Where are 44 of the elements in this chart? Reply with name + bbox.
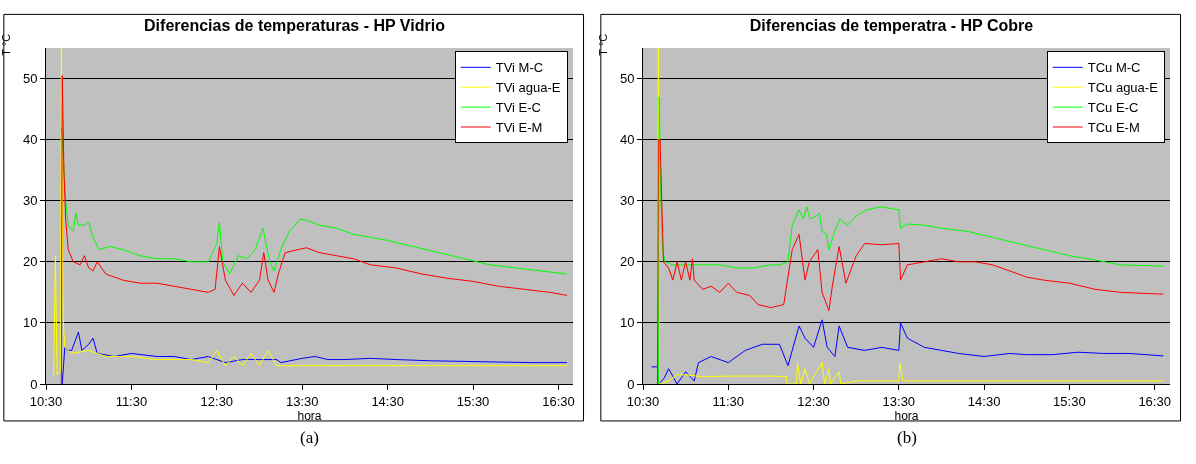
legend-label: TVi M-C [495, 60, 544, 76]
x-tick-label: 16:30 [1138, 393, 1171, 409]
y-tick-label: 50 [22, 71, 38, 87]
y-tick-label: 50 [619, 71, 635, 87]
y-axis-title: T °C [597, 33, 610, 56]
y-tick-label: 30 [22, 193, 38, 209]
y-tick-label: 40 [619, 132, 635, 148]
x-tick-label: 14:30 [967, 393, 1001, 409]
x-tick-label: 10:30 [29, 393, 63, 409]
x-axis-title: hora [297, 408, 322, 423]
legend-label: TVi E-M [495, 120, 543, 136]
x-tick-label: 13:30 [882, 393, 916, 409]
legend-label: TCu M-C [1087, 60, 1141, 76]
legend-label: TCu E-M [1087, 120, 1140, 136]
y-tick-label: 40 [22, 132, 38, 148]
chart-title: Diferencias de temperaturas - HP Vidrio [144, 17, 446, 35]
chart-title: Diferencias de temperatra - HP Cobre [749, 17, 1034, 35]
x-tick-label: 16:30 [542, 393, 575, 409]
y-tick-label: 10 [619, 315, 635, 331]
y-axis-title: T °C [0, 33, 13, 56]
y-tick-label: 0 [627, 376, 635, 392]
x-tick-label: 12:30 [797, 393, 830, 409]
x-tick-label: 14:30 [371, 393, 404, 409]
x-tick-label: 10:30 [626, 393, 660, 409]
legend-label: TVi E-C [495, 100, 541, 116]
x-tick-label: 15:30 [1053, 393, 1086, 409]
y-tick-label: 0 [30, 376, 38, 392]
text: (a) [300, 428, 319, 447]
x-tick-label: 12:30 [200, 393, 234, 409]
line-series [61, 331, 568, 384]
x-tick-label: 11:30 [115, 393, 148, 409]
y-tick-label: 20 [22, 254, 38, 270]
legend-label: TCu agua-E [1087, 80, 1159, 96]
legend-label: TVi agua-E [495, 80, 561, 96]
x-tick-label: 13:30 [285, 393, 319, 409]
text: (b) [897, 428, 917, 447]
line-series [651, 319, 1164, 384]
y-tick-label: 30 [619, 193, 635, 209]
x-tick-label: 15:30 [456, 393, 490, 409]
legend-label: TCu E-C [1087, 100, 1139, 116]
x-tick-label: 11:30 [712, 393, 745, 409]
y-tick-label: 20 [619, 254, 635, 270]
x-axis-title: hora [894, 408, 919, 423]
y-tick-label: 10 [22, 315, 38, 331]
